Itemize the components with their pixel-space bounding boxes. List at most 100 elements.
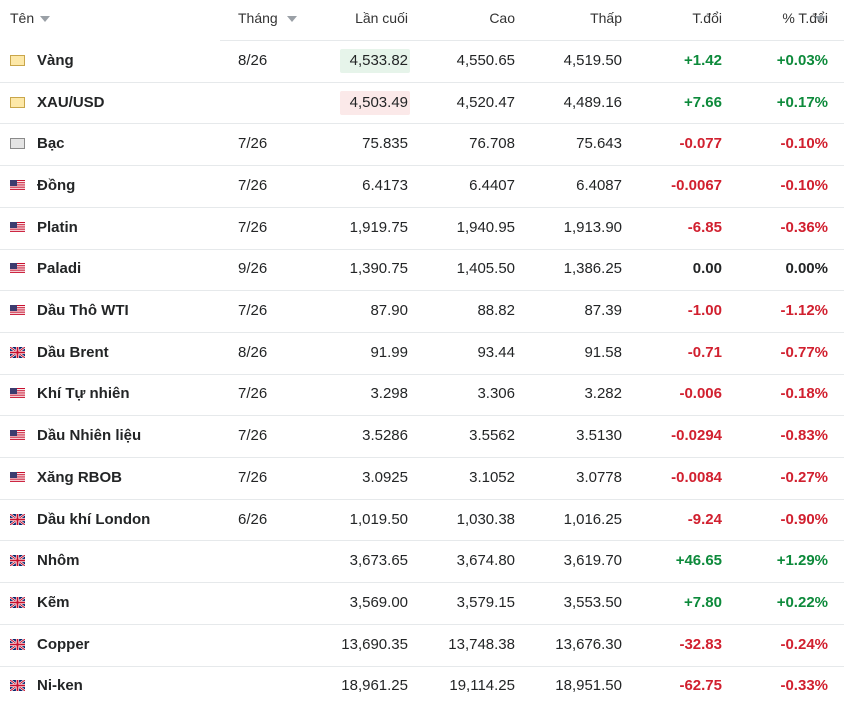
cell-value: -0.10% bbox=[780, 135, 828, 153]
instrument-name[interactable]: Khí Tự nhiên bbox=[37, 385, 130, 403]
column-header[interactable]: Lần cuối bbox=[355, 10, 408, 26]
column-header[interactable]: Tên bbox=[10, 10, 35, 26]
cell-value: -6.85 bbox=[687, 218, 722, 236]
cell-value: 3,553.50 bbox=[563, 593, 622, 611]
cell-value: 4,533.82 bbox=[349, 51, 408, 69]
flag-icon bbox=[10, 54, 25, 66]
cell-value: 4,489.16 bbox=[563, 93, 622, 111]
cell-value: +0.17% bbox=[776, 93, 828, 111]
row-divider bbox=[0, 457, 844, 458]
row-divider bbox=[0, 373, 844, 375]
flag-icon bbox=[10, 346, 25, 358]
instrument-name[interactable]: Copper bbox=[37, 635, 90, 653]
cell-value: +7.66 bbox=[684, 93, 722, 111]
instrument-name[interactable]: Paladi bbox=[37, 260, 82, 278]
cell-value: 1,919.75 bbox=[349, 218, 408, 236]
flag-icon bbox=[10, 471, 25, 483]
instrument-name[interactable]: Dầu khí London bbox=[37, 510, 151, 528]
cell-value: +46.65 bbox=[675, 552, 722, 570]
cell-value: 6.4173 bbox=[362, 176, 408, 194]
cell-value: 4,520.47 bbox=[456, 93, 515, 111]
cell-value: -9.24 bbox=[687, 510, 722, 528]
cell-value: 75.643 bbox=[576, 135, 622, 153]
cell-value: -0.36% bbox=[780, 218, 828, 236]
sort-arrow bbox=[287, 16, 297, 22]
cell-value: -0.71 bbox=[687, 343, 722, 361]
cell-value: 76.708 bbox=[469, 135, 515, 153]
cell-value: -0.27% bbox=[780, 468, 828, 486]
flag-icon bbox=[10, 555, 25, 567]
cell-value: -0.77% bbox=[780, 343, 828, 361]
cell-value: 3.1052 bbox=[469, 468, 515, 486]
instrument-name[interactable]: Dầu Nhiên liệu bbox=[37, 427, 142, 445]
cell-value: -0.10% bbox=[780, 176, 828, 194]
column-header[interactable]: T.đổi bbox=[692, 10, 722, 26]
column-header[interactable]: Tháng bbox=[238, 10, 278, 26]
cell-value: +1.29% bbox=[776, 552, 828, 570]
cell-value: 7/26 bbox=[238, 468, 268, 486]
row-divider bbox=[0, 540, 844, 542]
cell-value: +7.80 bbox=[684, 593, 722, 611]
flag-icon bbox=[10, 179, 25, 191]
cell-value: -0.90% bbox=[780, 510, 828, 528]
cell-value: 7/26 bbox=[238, 176, 268, 194]
flag-icon bbox=[10, 513, 25, 525]
cell-value: 7/26 bbox=[238, 302, 268, 320]
cell-value: -0.0067 bbox=[671, 176, 722, 194]
cell-value: 6.4087 bbox=[576, 176, 622, 194]
cell-value: 7/26 bbox=[238, 385, 268, 403]
cell-value: 87.90 bbox=[370, 302, 408, 320]
cell-value: 7/26 bbox=[238, 135, 268, 153]
cell-value: -0.18% bbox=[780, 385, 828, 403]
cell-value: 91.99 bbox=[370, 343, 408, 361]
row-divider bbox=[0, 290, 844, 292]
cell-value: 1,913.90 bbox=[563, 218, 622, 236]
cell-value: -0.0294 bbox=[671, 427, 722, 445]
flag-icon bbox=[10, 430, 25, 442]
cell-value: 4,519.50 bbox=[563, 51, 622, 69]
cell-value: -0.24% bbox=[780, 635, 828, 653]
row-divider bbox=[0, 498, 844, 500]
instrument-name[interactable]: XAU/USD bbox=[37, 93, 105, 111]
cell-value: -32.83 bbox=[679, 635, 722, 653]
cell-value: 3,579.15 bbox=[456, 593, 515, 611]
column-header[interactable]: % T.đổi bbox=[782, 10, 828, 26]
row-divider bbox=[0, 165, 844, 167]
cell-value: 4,550.65 bbox=[456, 51, 515, 69]
cell-value: 3.306 bbox=[477, 385, 515, 403]
instrument-name[interactable]: Dầu Brent bbox=[37, 343, 109, 361]
cell-value: -1.00 bbox=[687, 302, 722, 320]
cell-value: -1.12% bbox=[780, 302, 828, 320]
flag-icon bbox=[10, 305, 25, 317]
instrument-name[interactable]: Dầu Thô WTI bbox=[37, 302, 129, 320]
instrument-name[interactable]: Platin bbox=[37, 218, 78, 236]
cell-value: -0.077 bbox=[679, 135, 722, 153]
column-header[interactable]: Thấp bbox=[590, 10, 622, 26]
row-divider bbox=[0, 81, 844, 83]
cell-value: 1,940.95 bbox=[456, 218, 515, 236]
flag-icon bbox=[10, 263, 25, 275]
flag-icon bbox=[10, 221, 25, 233]
row-divider bbox=[0, 206, 844, 208]
cell-value: 3,569.00 bbox=[349, 593, 408, 611]
sort-arrow bbox=[40, 16, 50, 22]
cell-value: 0.00 bbox=[692, 260, 722, 278]
cell-value: 3.0778 bbox=[576, 468, 622, 486]
instrument-name[interactable]: Xăng RBOB bbox=[37, 468, 123, 486]
instrument-name[interactable]: Bạc bbox=[37, 135, 65, 153]
row-divider bbox=[0, 248, 844, 250]
instrument-name[interactable]: Đồng bbox=[37, 176, 76, 194]
cell-value: 13,690.35 bbox=[341, 635, 408, 653]
instrument-name[interactable]: Kẽm bbox=[37, 593, 70, 611]
cell-value: 3,673.65 bbox=[349, 552, 408, 570]
instrument-name[interactable]: Vàng bbox=[37, 51, 74, 69]
cell-value: 7/26 bbox=[238, 218, 268, 236]
instrument-name[interactable]: Nhôm bbox=[37, 552, 80, 570]
column-header[interactable]: Cao bbox=[489, 10, 515, 26]
cell-value: 3.282 bbox=[584, 385, 622, 403]
instrument-name[interactable]: Ni-ken bbox=[37, 677, 83, 695]
cell-value: 8/26 bbox=[238, 51, 268, 69]
cell-value: 0.00% bbox=[785, 260, 828, 278]
row-divider bbox=[0, 123, 844, 125]
